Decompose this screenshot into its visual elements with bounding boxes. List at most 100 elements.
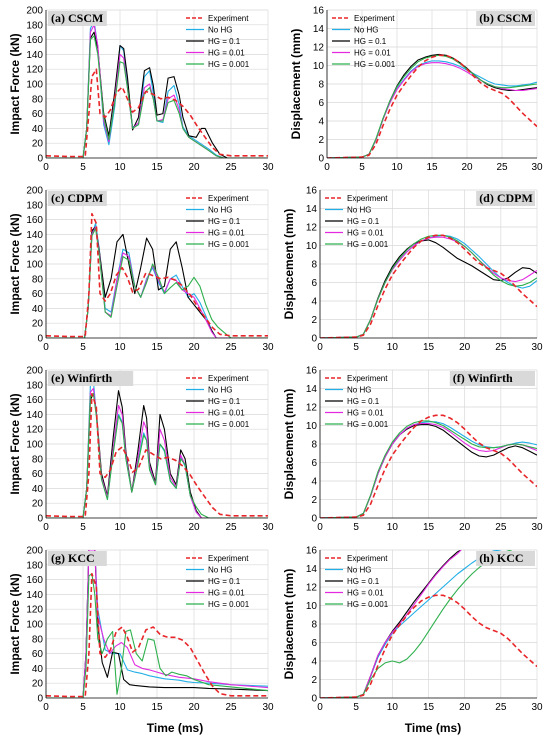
y-tick-label-g-8: 160: [26, 575, 43, 586]
x-tick-label-c-6: 30: [262, 342, 274, 353]
y-tick-label-b-1: 2: [318, 135, 324, 146]
chart-panel-g: 0 20 40 60 80 100 120 140 160 180 200 0 5 10 15 20 25 30 I…: [8, 546, 274, 714]
x-tick-label-a-5: 25: [225, 162, 237, 173]
series-group-f: [320, 414, 537, 518]
legend-label-e-4: HG = 0.001: [208, 420, 250, 429]
y-tick-label-d-7: 14: [306, 204, 318, 215]
x-tick-label-a-0: 0: [43, 162, 49, 173]
y-tick-label-c-1: 20: [32, 319, 44, 330]
y-axis-label-d: Displacement (mm): [282, 209, 296, 320]
chart-panel-h: 0 2 4 6 8 10 12 14 16 0 5 10 15 20 25 30 Displacement (m…: [282, 546, 543, 714]
y-tick-label-g-0: 0: [37, 694, 43, 705]
chart-panel-e: 0 20 40 60 80 100 120 140 160 180 200 0 5 10 15 20 25 30 I…: [8, 366, 274, 534]
x-tick-label-g-1: 5: [80, 702, 86, 713]
panel-title-b: (b) CSCM: [479, 11, 532, 25]
legend-label-a-4: HG = 0.001: [208, 60, 250, 69]
y-axis-label-a: Impact Force (kN): [8, 33, 22, 134]
x-tick-label-b-0: 0: [324, 162, 330, 173]
legend-label-b-3: HG = 0.01: [354, 49, 391, 58]
legend-label-c-1: No HG: [208, 206, 232, 215]
x-tick-label-f-4: 20: [459, 522, 471, 533]
legend-label-h-0: Experiment: [347, 554, 388, 563]
x-tick-label-b-2: 10: [391, 162, 403, 173]
y-tick-label-c-6: 120: [26, 245, 43, 256]
y-tick-label-e-10: 200: [26, 366, 43, 377]
y-tick-label-a-2: 40: [32, 124, 44, 135]
chart-panel-d: 0 2 4 6 8 10 12 14 16 0 5 10 15 20 25 30 Displacement (m…: [282, 186, 543, 354]
x-tick-label-e-3: 15: [151, 522, 163, 533]
x-tick-label-a-6: 30: [262, 162, 274, 173]
y-tick-label-a-1: 20: [32, 139, 44, 150]
series-line-g-2: [46, 550, 268, 698]
y-tick-label-d-5: 10: [306, 241, 318, 252]
panel-title-a: (a) CSCM: [51, 11, 103, 25]
y-tick-label-e-7: 140: [26, 410, 43, 421]
panel-title-bg-b: [476, 11, 535, 26]
x-tick-label-f-3: 15: [423, 522, 435, 533]
y-axis-label-f: Displacement (mm): [282, 389, 296, 500]
x-tick-label-b-1: 5: [359, 162, 365, 173]
y-tick-label-b-7: 14: [313, 24, 325, 35]
y-tick-label-d-8: 16: [306, 186, 318, 197]
series-group-d: [320, 234, 537, 338]
x-tick-label-a-1: 5: [80, 162, 86, 173]
y-tick-label-g-5: 100: [26, 620, 43, 631]
y-tick-label-g-1: 20: [32, 679, 44, 690]
y-tick-label-f-6: 12: [306, 403, 318, 414]
x-tick-label-h-2: 10: [387, 702, 399, 713]
y-tick-label-a-6: 120: [26, 65, 43, 76]
x-tick-label-a-4: 20: [188, 162, 200, 173]
series-line-e-4: [46, 393, 268, 518]
legend-label-h-3: HG = 0.01: [347, 589, 384, 598]
y-tick-label-c-2: 40: [32, 304, 44, 315]
legend-label-d-3: HG = 0.01: [347, 229, 384, 238]
y-tick-label-a-9: 180: [26, 20, 43, 31]
series-group-g: [46, 550, 268, 698]
legend-label-g-2: HG = 0.1: [208, 577, 241, 586]
series-line-b-4: [327, 54, 537, 158]
series-group-e: [46, 380, 268, 518]
y-tick-label-g-2: 40: [32, 664, 44, 675]
y-tick-label-b-5: 10: [313, 61, 325, 72]
x-axis-label-right: Time (ms): [404, 721, 462, 735]
x-tick-label-d-0: 0: [317, 342, 323, 353]
x-axis-label-left: Time (ms): [146, 721, 204, 735]
chart-panel-f: 0 2 4 6 8 10 12 14 16 0 5 10 15 20 25 30 Displacement (m…: [282, 366, 543, 534]
x-tick-label-a-2: 10: [114, 162, 126, 173]
series-line-g-0: [46, 572, 268, 698]
chart-panel-c: 0 20 40 60 80 100 120 140 160 180 200 0 5 10 15 20 25 30 I…: [8, 186, 274, 354]
y-tick-label-h-2: 4: [311, 657, 317, 668]
y-tick-label-e-2: 40: [32, 484, 44, 495]
chart-panel-a: 0 20 40 60 80 100 120 140 160 180 200 0 5 10 15 20 25 30 I…: [8, 6, 274, 174]
series-line-b-0: [327, 54, 537, 158]
y-tick-label-h-4: 8: [311, 620, 317, 631]
legend-label-g-1: No HG: [208, 566, 232, 575]
y-tick-label-h-6: 12: [306, 583, 318, 594]
x-tick-label-g-6: 30: [262, 702, 274, 713]
y-tick-label-b-6: 12: [313, 43, 325, 54]
x-tick-label-f-2: 10: [387, 522, 399, 533]
x-tick-label-h-1: 5: [353, 702, 359, 713]
legend-label-g-3: HG = 0.01: [208, 589, 245, 598]
panel-title-bg-c: [48, 191, 107, 206]
y-tick-label-b-8: 16: [313, 6, 325, 17]
legend-label-d-4: HG = 0.001: [347, 240, 389, 249]
y-tick-label-h-7: 14: [306, 564, 318, 575]
legend-label-d-1: No HG: [347, 206, 371, 215]
legend-label-a-3: HG = 0.01: [208, 49, 245, 58]
legend-label-b-1: No HG: [354, 26, 378, 35]
series-line-d-0: [320, 234, 537, 338]
panel-title-h: (h) KCC: [479, 551, 523, 565]
x-tick-label-e-4: 20: [188, 522, 200, 533]
legend-label-c-4: HG = 0.001: [208, 240, 250, 249]
y-tick-label-b-3: 6: [318, 98, 324, 109]
panel-title-c: (c) CDPM: [51, 191, 103, 205]
y-tick-label-a-10: 200: [26, 6, 43, 17]
x-tick-label-b-5: 25: [496, 162, 508, 173]
y-tick-label-c-9: 180: [26, 200, 43, 211]
x-tick-label-e-2: 10: [114, 522, 126, 533]
y-tick-label-g-3: 60: [32, 649, 44, 660]
series-line-g-4: [46, 573, 268, 698]
legend-label-f-2: HG = 0.1: [347, 397, 380, 406]
